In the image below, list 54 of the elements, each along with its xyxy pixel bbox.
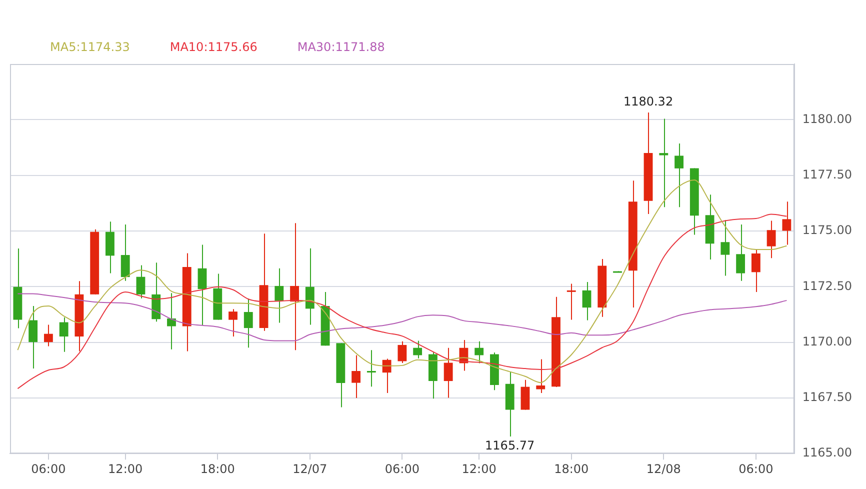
candlestick xyxy=(520,379,530,410)
candlestick xyxy=(28,306,38,370)
y-tick-label: 1177.50 xyxy=(802,167,852,182)
candlestick xyxy=(305,248,314,326)
x-tick-label: 06:00 xyxy=(738,462,774,476)
candlestick xyxy=(674,142,684,208)
candlestick xyxy=(352,354,361,398)
candlestick xyxy=(536,358,546,394)
annotation: 1165.77 xyxy=(485,438,535,453)
candlestick xyxy=(398,340,407,364)
x-tick-label: 06:00 xyxy=(384,462,420,476)
candlestick xyxy=(290,222,299,351)
x-tick-label: 12:00 xyxy=(462,462,496,476)
candlestick xyxy=(582,281,592,321)
candlestick xyxy=(167,292,176,350)
x-tick-label: 18:00 xyxy=(554,462,589,476)
candlestick xyxy=(120,224,130,282)
y-tick-label: 1165.00 xyxy=(802,446,852,460)
candlestick xyxy=(659,118,668,208)
candlestick xyxy=(720,220,730,276)
candlestick xyxy=(413,340,422,359)
text: MA30:1171.88 xyxy=(297,40,385,54)
candlestick xyxy=(366,350,376,388)
y-tick-label: 1180.00 xyxy=(802,112,852,126)
candlestick xyxy=(736,224,746,282)
y-tick-label: 1175.00 xyxy=(802,223,852,238)
candlestick xyxy=(382,358,392,394)
x-tick-label: 18:00 xyxy=(200,462,235,476)
candlestick xyxy=(274,268,284,324)
text: MA10:1175.66 xyxy=(170,40,258,54)
y-tick-label: 1170.00 xyxy=(802,334,852,348)
y-tick-label: 1167.50 xyxy=(802,390,852,404)
x-tick-label: 12/08 xyxy=(646,462,681,476)
candlestick xyxy=(566,283,576,320)
candlestick xyxy=(474,340,484,364)
candlestick xyxy=(106,221,114,274)
candlestick xyxy=(228,308,238,337)
candlestick xyxy=(444,347,453,398)
x-tick-label: 12/07 xyxy=(292,462,328,476)
line-series xyxy=(17,214,788,390)
candlestick xyxy=(766,220,776,259)
candlestick xyxy=(782,201,792,246)
annotation: 1180.32 xyxy=(623,94,674,109)
line-series xyxy=(17,179,788,384)
candlestick xyxy=(44,324,53,347)
candlestick xyxy=(751,248,760,292)
candlestick xyxy=(244,298,253,348)
candlestick xyxy=(198,244,207,326)
candlestick xyxy=(136,264,146,299)
x-tick-label: 06:00 xyxy=(31,462,66,476)
text: MA5:1174.33 xyxy=(50,40,130,54)
candlestick xyxy=(59,316,68,352)
x-tick-label: 12:00 xyxy=(108,462,143,476)
y-tick-label: 1172.50 xyxy=(802,278,852,293)
